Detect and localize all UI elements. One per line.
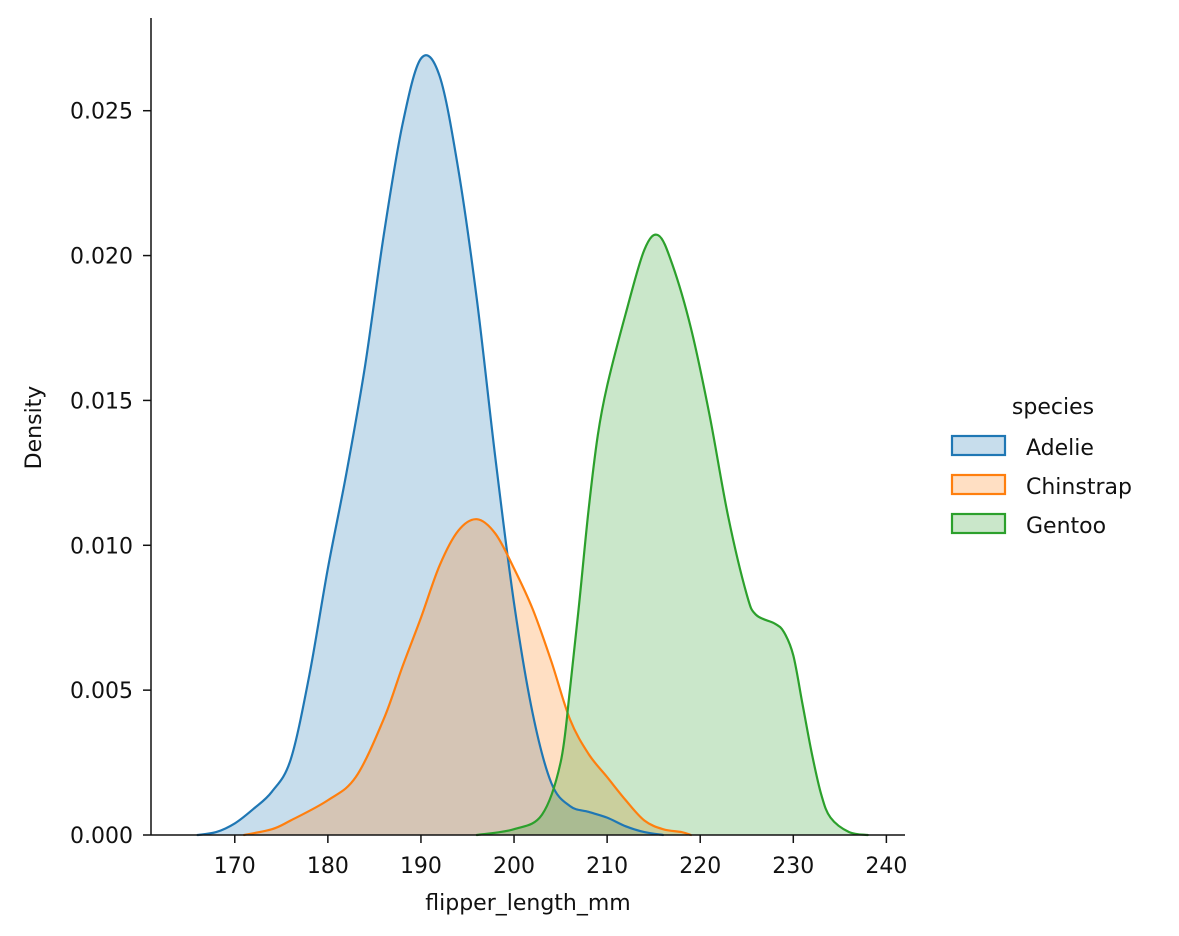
x-tick-label: 210: [586, 854, 628, 879]
legend-title: species: [1012, 395, 1094, 420]
x-tick-label: 240: [865, 854, 907, 879]
y-tick-label: 0.000: [70, 824, 133, 849]
x-tick-label: 180: [307, 854, 349, 879]
adelie-density-line: [196, 54, 665, 837]
gentoo-legend-label: Gentoo: [1026, 514, 1106, 539]
y-tick-label: 0.020: [70, 245, 133, 270]
y-tick-label: 0.010: [70, 534, 133, 559]
chinstrap-legend-swatch: [950, 473, 1007, 496]
legend: species Adelie Chinstrap Gentoo: [950, 395, 1132, 539]
y-tick-label: 0.015: [70, 389, 133, 414]
x-tick-label: 190: [400, 854, 442, 879]
chinstrap-density-line: [242, 518, 692, 837]
chinstrap-density-area: [244, 519, 691, 835]
adelie-legend-label: Adelie: [1026, 436, 1094, 461]
gentoo-density-area: [476, 234, 868, 835]
y-axis-ticks: 0.000 0.005 0.010 0.015 0.020 0.025: [70, 100, 151, 849]
y-axis-title: Density: [22, 386, 47, 470]
gentoo-density-line: [475, 233, 869, 837]
legend-items: Adelie Chinstrap Gentoo: [950, 434, 1132, 539]
adelie-legend-swatch: [950, 434, 1007, 457]
x-tick-label: 220: [679, 854, 721, 879]
x-tick-label: 170: [214, 854, 256, 879]
density-areas: [197, 55, 868, 836]
density-lines: [196, 54, 869, 837]
x-axis-ticks: 170 180 190 200 210 220 230 240: [214, 835, 907, 879]
chinstrap-legend-label: Chinstrap: [1026, 475, 1132, 500]
x-tick-label: 200: [493, 854, 535, 879]
x-tick-label: 230: [772, 854, 814, 879]
adelie-density-area: [197, 55, 663, 836]
x-axis-title: flipper_length_mm: [425, 891, 630, 916]
y-tick-label: 0.005: [70, 679, 133, 704]
y-tick-label: 0.025: [70, 100, 133, 125]
gentoo-legend-swatch: [950, 512, 1007, 535]
